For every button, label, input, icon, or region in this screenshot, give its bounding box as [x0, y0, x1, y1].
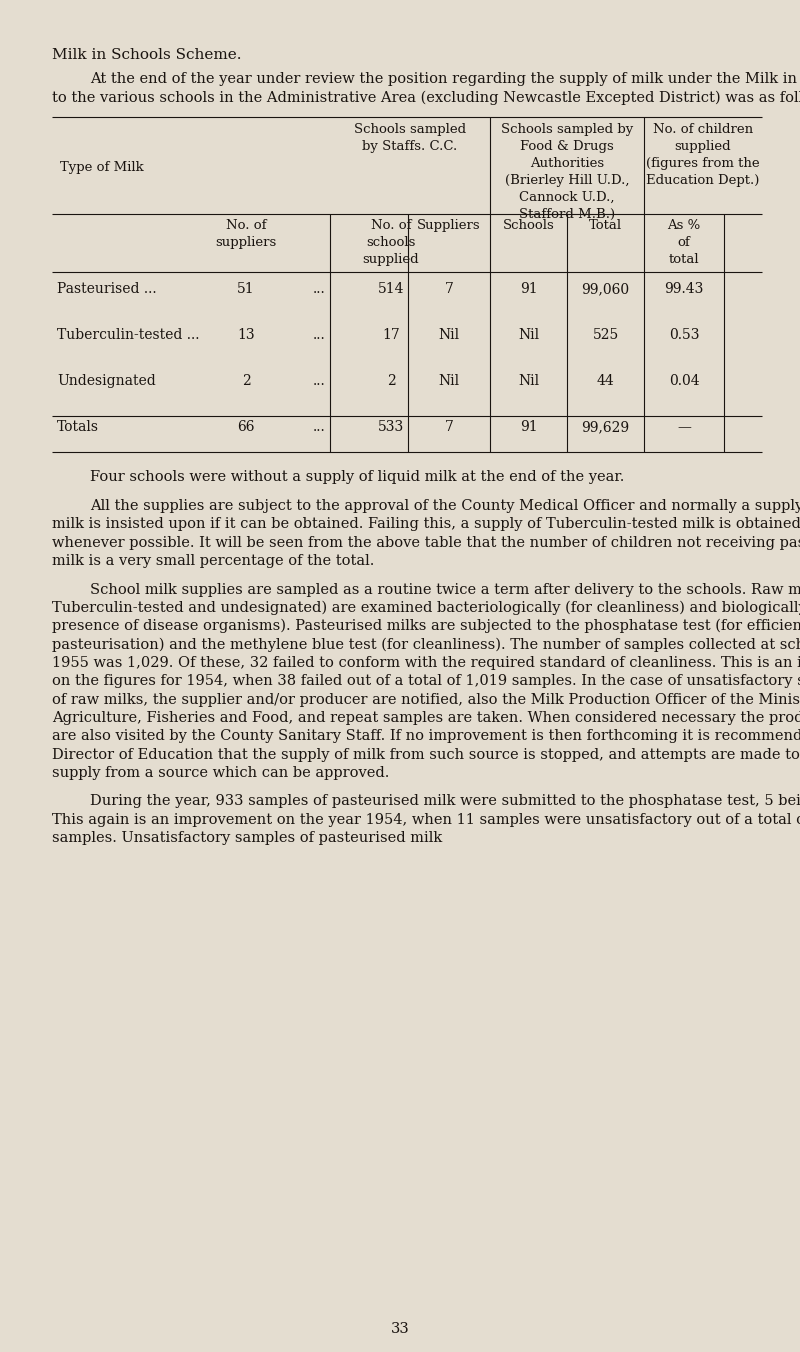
Text: 2: 2 [386, 375, 395, 388]
Text: 13: 13 [237, 329, 255, 342]
Text: During the year, 933 samples of pasteurised milk were submitted to the phosphata: During the year, 933 samples of pasteuri… [90, 795, 800, 808]
Text: are also visited by the County Sanitary Staff. If no improvement is then forthco: are also visited by the County Sanitary … [52, 729, 800, 744]
Text: 91: 91 [520, 420, 538, 434]
Text: Schools sampled
by Staffs. C.C.: Schools sampled by Staffs. C.C. [354, 123, 466, 153]
Text: 0.53: 0.53 [669, 329, 699, 342]
Text: milk is insisted upon if it can be obtained. Failing this, a supply of Tuberculi: milk is insisted upon if it can be obtai… [52, 518, 800, 531]
Text: No. of
schools
supplied: No. of schools supplied [362, 219, 419, 266]
Text: Four schools were without a supply of liquid milk at the end of the year.: Four schools were without a supply of li… [90, 470, 624, 484]
Text: samples. Unsatisfactory samples of pasteurised milk: samples. Unsatisfactory samples of paste… [52, 831, 442, 845]
Text: supply from a source which can be approved.: supply from a source which can be approv… [52, 767, 390, 780]
Text: At the end of the year under review the position regarding the supply of milk un: At the end of the year under review the … [90, 72, 800, 85]
Text: 1955 was 1,029. Of these, 32 failed to conform with the required standard of cle: 1955 was 1,029. Of these, 32 failed to c… [52, 656, 800, 669]
Text: Totals: Totals [57, 420, 99, 434]
Text: 17: 17 [382, 329, 400, 342]
Text: All the supplies are subject to the approval of the County Medical Officer and n: All the supplies are subject to the appr… [90, 499, 800, 512]
Text: —: — [677, 420, 691, 434]
Text: Nil: Nil [438, 329, 459, 342]
Text: Milk in Schools Scheme.: Milk in Schools Scheme. [52, 49, 242, 62]
Text: whenever possible. It will be seen from the above table that the number of child: whenever possible. It will be seen from … [52, 535, 800, 549]
Text: 99,629: 99,629 [582, 420, 630, 434]
Text: ...: ... [314, 329, 326, 342]
Text: Director of Education that the supply of milk from such source is stopped, and a: Director of Education that the supply of… [52, 748, 800, 761]
Text: pasteurisation) and the methylene blue test (for cleanliness). The number of sam: pasteurisation) and the methylene blue t… [52, 637, 800, 652]
Text: 51: 51 [237, 283, 255, 296]
Text: presence of disease organisms). Pasteurised milks are subjected to the phosphata: presence of disease organisms). Pasteuri… [52, 619, 800, 634]
Text: 44: 44 [597, 375, 614, 388]
Text: Type of Milk: Type of Milk [60, 161, 144, 174]
Text: Schools sampled by
Food & Drugs
Authorities
(Brierley Hill U.D.,
Cannock U.D.,
S: Schools sampled by Food & Drugs Authorit… [501, 123, 633, 220]
Text: 66: 66 [238, 420, 254, 434]
Text: milk is a very small percentage of the total.: milk is a very small percentage of the t… [52, 554, 374, 568]
Text: 0.04: 0.04 [669, 375, 699, 388]
Text: 7: 7 [445, 283, 454, 296]
Text: This again is an improvement on the year 1954, when 11 samples were unsatisfacto: This again is an improvement on the year… [52, 813, 800, 827]
Text: ...: ... [314, 420, 326, 434]
Text: Total: Total [589, 219, 622, 233]
Text: Agriculture, Fisheries and Food, and repeat samples are taken. When considered n: Agriculture, Fisheries and Food, and rep… [52, 711, 800, 725]
Text: 533: 533 [378, 420, 404, 434]
Text: 7: 7 [445, 420, 454, 434]
Text: Tuberculin-tested ...: Tuberculin-tested ... [57, 329, 199, 342]
Text: Nil: Nil [438, 375, 459, 388]
Text: Suppliers: Suppliers [417, 219, 481, 233]
Text: 525: 525 [592, 329, 618, 342]
Text: Schools: Schools [502, 219, 554, 233]
Text: Nil: Nil [518, 375, 539, 388]
Text: No. of children
supplied
(figures from the
Education Dept.): No. of children supplied (figures from t… [646, 123, 760, 187]
Text: As %
of
total: As % of total [667, 219, 701, 266]
Text: ...: ... [314, 375, 326, 388]
Text: 91: 91 [520, 283, 538, 296]
Text: Nil: Nil [518, 329, 539, 342]
Text: 99.43: 99.43 [664, 283, 704, 296]
Text: 33: 33 [390, 1322, 410, 1336]
Text: to the various schools in the Administrative Area (excluding Newcastle Excepted : to the various schools in the Administra… [52, 91, 800, 104]
Text: School milk supplies are sampled as a routine twice a term after delivery to the: School milk supplies are sampled as a ro… [90, 583, 800, 596]
Text: 99,060: 99,060 [582, 283, 630, 296]
Text: of raw milks, the supplier and/or producer are notified, also the Milk Productio: of raw milks, the supplier and/or produc… [52, 692, 800, 707]
Text: 2: 2 [242, 375, 250, 388]
Text: Undesignated: Undesignated [57, 375, 156, 388]
Text: No. of
suppliers: No. of suppliers [215, 219, 277, 249]
Text: on the figures for 1954, when 38 failed out of a total of 1,019 samples. In the : on the figures for 1954, when 38 failed … [52, 675, 800, 688]
Text: Pasteurised ...: Pasteurised ... [57, 283, 157, 296]
Text: 514: 514 [378, 283, 404, 296]
Text: Tuberculin-tested and undesignated) are examined bacteriologically (for cleanlin: Tuberculin-tested and undesignated) are … [52, 600, 800, 615]
Text: ...: ... [314, 283, 326, 296]
